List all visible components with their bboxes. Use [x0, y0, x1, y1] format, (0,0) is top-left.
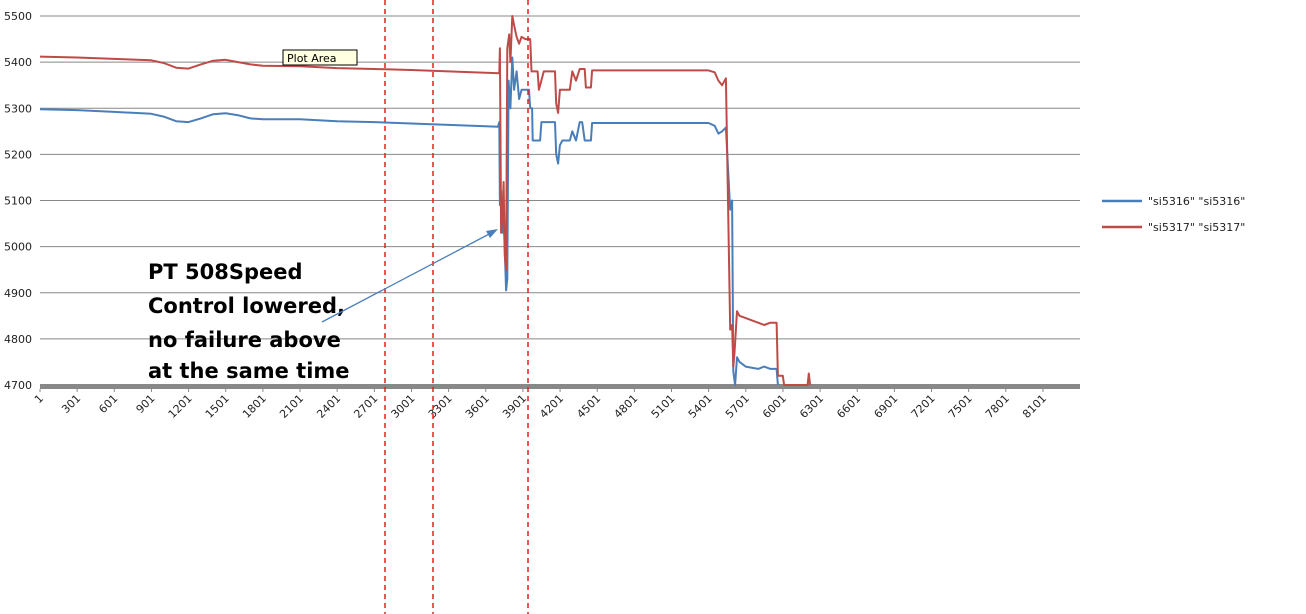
x-tick-label: 1 — [32, 392, 46, 406]
x-tick-label: 6301 — [797, 392, 826, 421]
x-tick-label: 301 — [59, 392, 83, 416]
x-tick-label: 6001 — [760, 392, 789, 421]
x-tick-label: 1801 — [240, 392, 269, 421]
y-tick-label: 4700 — [4, 379, 32, 392]
x-tick-label: 2401 — [314, 392, 343, 421]
x-tick-label: 3901 — [500, 392, 529, 421]
x-tick-label: 4501 — [574, 392, 603, 421]
x-axis-baseline — [40, 384, 1080, 389]
y-axis-tick-labels: 4700 4800 4900 5000 5100 5200 5300 5400 5500 — [4, 10, 32, 392]
y-tick-label: 5200 — [4, 148, 32, 161]
x-tick-label: 7801 — [983, 392, 1012, 421]
data-series — [39, 15, 812, 386]
x-tick-label: 3601 — [463, 392, 492, 421]
x-tick-label: 1201 — [166, 392, 195, 421]
annotation-arrow — [321, 231, 494, 323]
x-tick-label: 8101 — [1020, 392, 1049, 421]
x-tick-label: 6601 — [834, 392, 863, 421]
annotation-line-4: at the same time — [148, 359, 350, 383]
y-tick-label: 5300 — [4, 102, 32, 115]
x-tick-label: 3001 — [389, 392, 418, 421]
x-tick-label: 901 — [134, 392, 158, 416]
x-tick-label: 4201 — [537, 392, 566, 421]
annotation-line-1: PT 508Speed — [148, 260, 303, 284]
x-tick-label: 1501 — [203, 392, 232, 421]
annotation-line-2: Control lowered, — [148, 294, 345, 318]
event-markers — [384, 0, 529, 614]
y-tick-label: 5400 — [4, 56, 32, 69]
legend-label-1: "si5316" "si5316" — [1148, 195, 1245, 208]
y-tick-label: 5500 — [4, 10, 32, 23]
y-tick-label: 4900 — [4, 287, 32, 300]
tooltip-box — [282, 49, 358, 66]
x-axis-tick-labels: 1 301 601 901 1201 1501 1801 2101 2401 2701 3001 33… — [32, 389, 1049, 421]
x-tick-label: 4801 — [611, 392, 640, 421]
x-tick-label: 7201 — [909, 392, 938, 421]
x-tick-label: 2101 — [277, 392, 306, 421]
tooltip-label: Plot Area — [287, 52, 337, 65]
x-tick-label: 6901 — [872, 392, 901, 421]
annotation-line-3: no failure above — [148, 328, 341, 352]
x-tick-label: 5101 — [649, 392, 678, 421]
x-tick-label: 5701 — [723, 392, 752, 421]
y-tick-label: 5000 — [4, 241, 32, 254]
y-tick-label: 5100 — [4, 195, 32, 208]
x-tick-label: 2701 — [351, 392, 380, 421]
annotation: PT 508Speed Control lowered, no failure … — [148, 229, 498, 383]
y-tick-label: 4800 — [4, 333, 32, 346]
plot-area-tooltip: Plot Area — [282, 49, 358, 66]
x-tick-label: 7501 — [946, 392, 975, 421]
x-tick-label: 3301 — [426, 392, 455, 421]
x-tick-label: 601 — [96, 392, 120, 416]
legend: "si5316" "si5316" "si5317" "si5317" — [1102, 195, 1245, 234]
series-line-2 — [39, 15, 812, 386]
x-tick-label: 5401 — [686, 392, 715, 421]
annotation-arrowhead — [486, 229, 498, 238]
legend-label-2: "si5317" "si5317" — [1148, 221, 1245, 234]
